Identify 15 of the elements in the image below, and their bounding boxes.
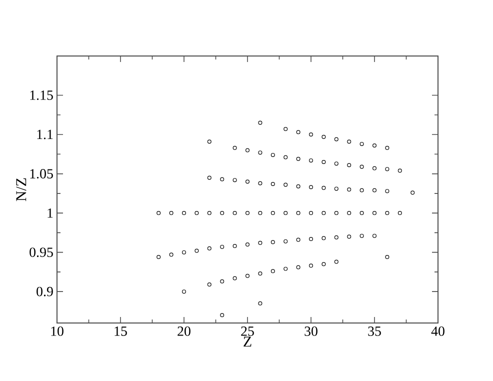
- x-axis-title: Z: [244, 336, 252, 347]
- y-axis-title: N/Z: [16, 178, 26, 202]
- x-tick-label: 10: [51, 326, 64, 336]
- y-tick-label: 1.05: [30, 169, 53, 179]
- x-tick-label: 35: [368, 326, 381, 336]
- x-tick-label: 20: [178, 326, 190, 336]
- y-tick-label: 0.95: [30, 248, 53, 258]
- y-tick-label: 1.1: [37, 130, 53, 140]
- x-tick-label: 15: [114, 326, 127, 336]
- x-tick-label: 30: [304, 326, 318, 336]
- y-tick-label: 1.15: [30, 90, 53, 100]
- x-tick-label: 25: [241, 326, 254, 336]
- y-tick-label: 1: [48, 208, 53, 218]
- y-tick-label: 0.9: [36, 286, 53, 296]
- x-tick-label: 40: [431, 326, 444, 336]
